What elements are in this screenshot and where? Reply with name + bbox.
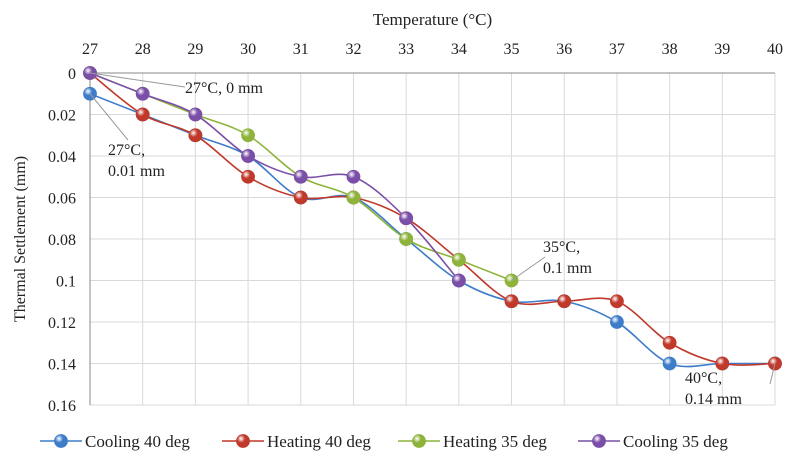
legend-marker	[54, 434, 68, 448]
annotation-text: 0.1 mm	[543, 260, 592, 277]
y-tick-label: 0	[68, 66, 76, 83]
legend-marker	[592, 434, 606, 448]
data-point	[346, 169, 361, 184]
data-point	[293, 190, 308, 205]
data-point	[135, 86, 150, 101]
data-point	[346, 190, 361, 205]
data-point	[241, 149, 255, 163]
data-point	[399, 232, 414, 246]
annotation-leader	[89, 72, 186, 88]
series-cooling-35-deg	[83, 66, 466, 288]
data-point	[610, 294, 624, 309]
annotation-text: 35°C,	[543, 239, 580, 256]
legend-label: Heating 40 deg	[267, 432, 371, 451]
x-tick-label: 33	[398, 41, 414, 58]
data-point	[293, 169, 308, 184]
legend-marker	[236, 434, 250, 448]
x-tick-label: 39	[714, 41, 730, 58]
x-tick-label: 32	[345, 41, 361, 58]
x-tick-label: 35	[504, 41, 520, 58]
y-tick-label: 0.1	[56, 274, 76, 291]
legend-label: Cooling 35 deg	[623, 432, 728, 451]
data-point	[451, 252, 466, 267]
chart-series	[83, 66, 782, 371]
data-point	[451, 273, 466, 288]
legend-label: Heating 35 deg	[443, 432, 547, 451]
series-cooling-40-deg	[83, 86, 782, 371]
data-point	[557, 294, 572, 309]
annotation-text: 0.01 mm	[108, 163, 165, 180]
x-tick-label: 30	[240, 41, 256, 58]
y-tick-label: 0.02	[48, 108, 76, 125]
data-point	[662, 335, 677, 350]
chart-legend: Cooling 40 deg Heating 40 deg Heating 35 d…	[40, 432, 728, 451]
legend-item: Cooling 40 deg	[40, 432, 190, 451]
x-axis-title: Temperature (°C)	[373, 10, 492, 29]
x-tick-label: 38	[662, 41, 678, 58]
x-tick-label: 31	[293, 41, 309, 58]
data-point	[399, 211, 414, 226]
chart-annotations: 27°C, 0 mm 27°C, 0.01 mm 35°C, 0.1 mm 40°C, 0.…	[89, 72, 776, 408]
legend-label: Cooling 40 deg	[85, 432, 190, 451]
annotation-leader	[511, 256, 546, 281]
data-point	[610, 315, 624, 329]
legend-marker	[412, 434, 426, 448]
chart-grid	[89, 72, 776, 406]
y-axis-title: Thermal Settlement (mm)	[12, 156, 29, 322]
x-tick-label: 34	[451, 41, 467, 58]
data-point	[188, 128, 203, 143]
annotation-text: 40°C,	[685, 370, 722, 387]
x-tick-label: 28	[135, 41, 151, 58]
annotation-label: 35°C, 0.1 mm	[511, 239, 592, 281]
data-point	[241, 128, 255, 143]
annotation-label: 27°C, 0.01 mm	[89, 93, 165, 180]
annotation-leader	[769, 363, 776, 385]
annotation-leader	[89, 93, 129, 141]
x-tick-label: 27	[82, 41, 98, 58]
legend-item: Heating 40 deg	[222, 432, 371, 451]
annotation-text: 27°C, 0 mm	[185, 80, 264, 97]
data-point	[662, 356, 677, 371]
y-tick-label: 0.08	[48, 232, 76, 249]
chart-axes: 27 28 29 30 31 32 33 34 35 36 37 38 39 40 0 0.02 0.04 0.0…	[12, 10, 783, 415]
series-line	[89, 93, 775, 368]
annotation-text: 0.14 mm	[685, 391, 742, 408]
data-point	[715, 356, 730, 371]
annotation-label: 40°C, 0.14 mm	[685, 363, 776, 408]
legend-item: Cooling 35 deg	[578, 432, 728, 451]
annotation-label: 27°C, 0 mm	[89, 72, 264, 97]
y-tick-label: 0.14	[48, 357, 76, 374]
annotation-text: 27°C,	[108, 142, 145, 159]
x-tick-label: 36	[556, 41, 572, 58]
x-tick-label: 37	[609, 41, 625, 58]
y-tick-label: 0.12	[48, 315, 76, 332]
y-tick-label: 0.16	[48, 398, 76, 415]
data-point	[135, 107, 150, 122]
data-point	[504, 294, 519, 309]
y-tick-label: 0.04	[48, 149, 76, 166]
x-tick-label: 29	[187, 41, 203, 58]
x-tick-label: 40	[767, 41, 783, 58]
legend-item: Heating 35 deg	[398, 432, 547, 451]
y-tick-label: 0.06	[48, 191, 76, 208]
data-point	[241, 169, 255, 184]
data-point	[188, 107, 203, 122]
